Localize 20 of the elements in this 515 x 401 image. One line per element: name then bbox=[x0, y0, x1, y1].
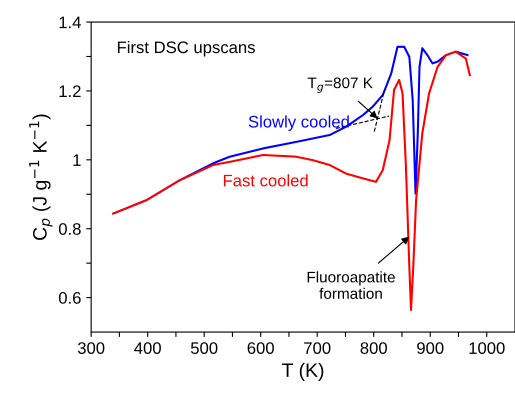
x-tick-label: 800 bbox=[360, 342, 387, 354]
x-tick-label: 400 bbox=[134, 342, 161, 354]
x-tick-label: 1000 bbox=[469, 342, 505, 354]
y-tick-label: 1.4 bbox=[60, 16, 81, 28]
x-tick-label: 900 bbox=[417, 342, 444, 354]
x-tick-label: 600 bbox=[248, 342, 274, 354]
text: First DSC upscans bbox=[118, 40, 255, 57]
y-tick-label: 0.8 bbox=[58, 223, 81, 235]
series-label: Slowly cooled bbox=[248, 115, 349, 131]
annotation: Fluoroapatite formation bbox=[308, 271, 395, 299]
y-tick-label: 1.2 bbox=[60, 85, 81, 97]
x-axis-title: T (K) bbox=[282, 362, 324, 381]
y-axis-title: C$_{p}$ (J g$^{−1}$ K$^{−1}$) bbox=[29, 114, 53, 240]
x-tick-label: 700 bbox=[304, 342, 330, 354]
x-tick-label: 300 bbox=[78, 342, 104, 354]
y-tick-label: 1 bbox=[73, 154, 81, 166]
y-tick-label: 0.6 bbox=[58, 292, 81, 304]
x-tick-label: 500 bbox=[190, 342, 218, 354]
series-label: Fast cooled bbox=[224, 174, 308, 187]
annotation: T$_{g}$=807 K bbox=[308, 77, 373, 93]
